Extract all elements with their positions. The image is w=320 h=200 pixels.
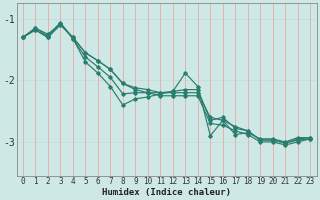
X-axis label: Humidex (Indice chaleur): Humidex (Indice chaleur) — [102, 188, 231, 197]
